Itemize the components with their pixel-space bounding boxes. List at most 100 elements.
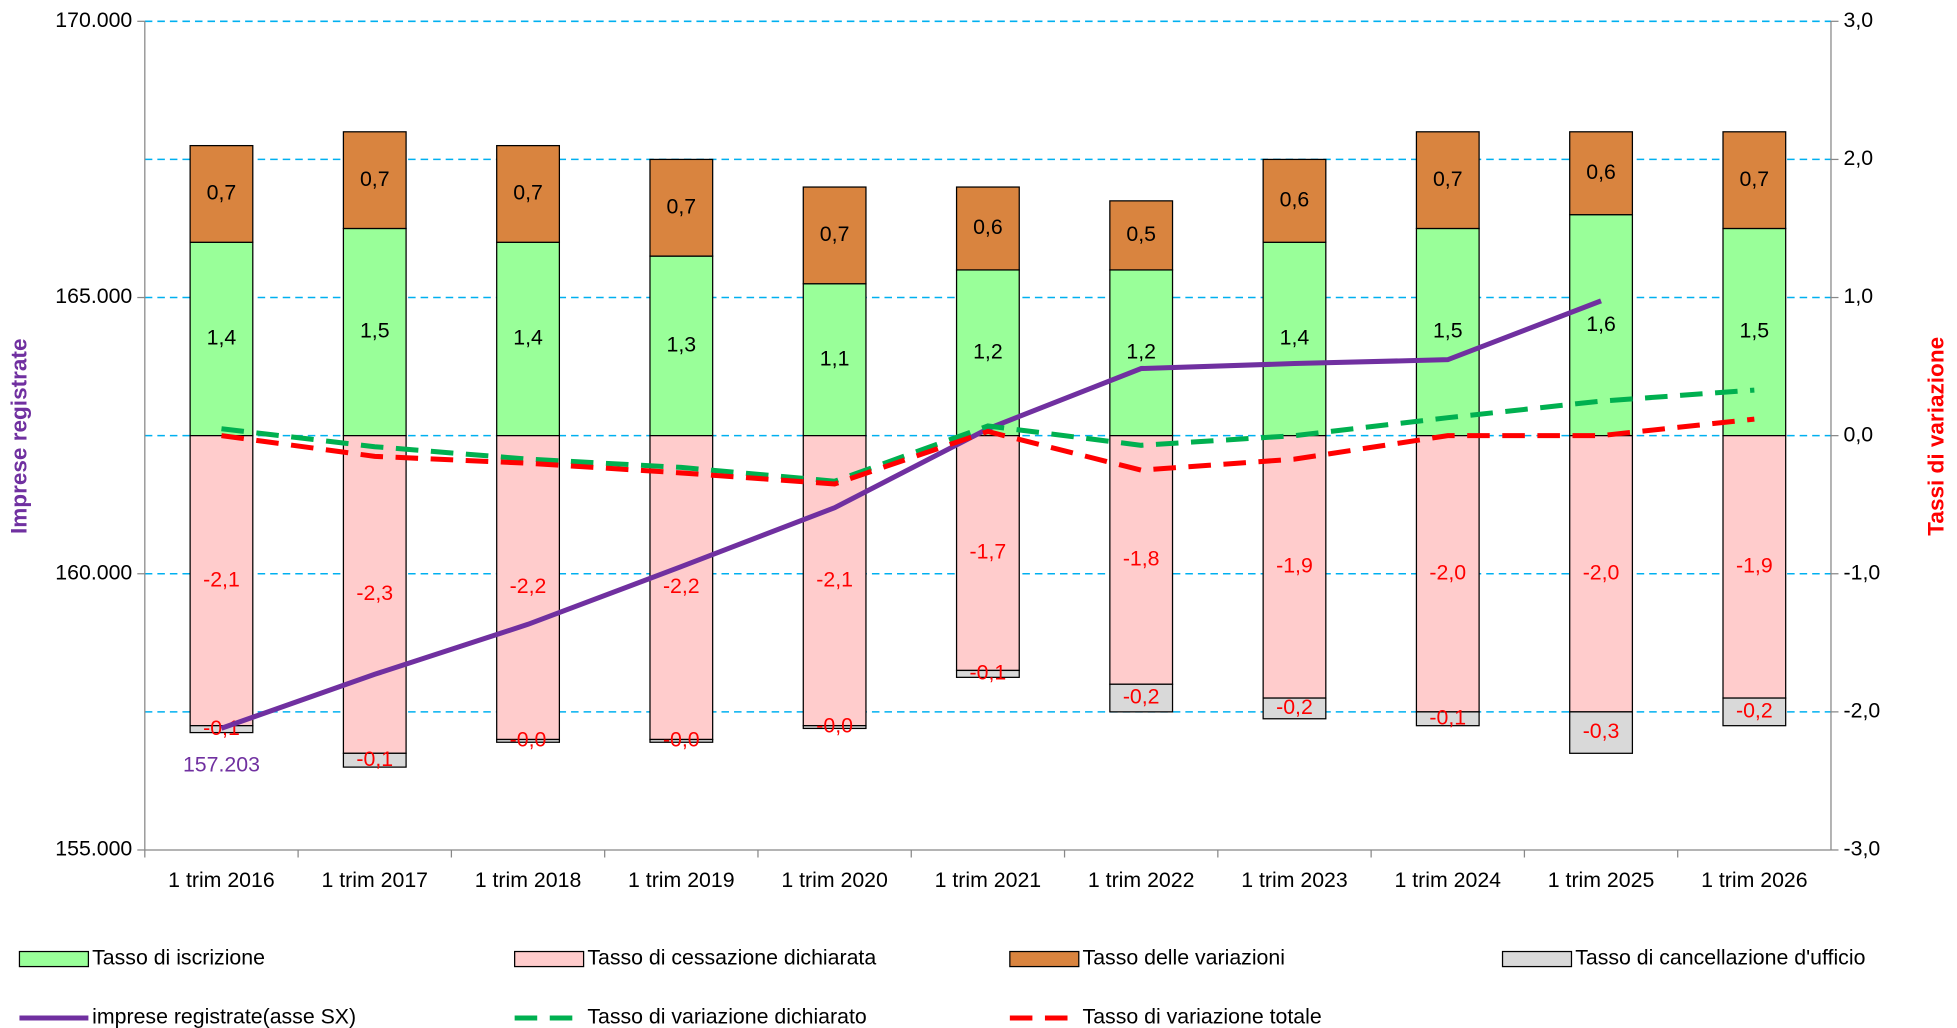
data-label: -2,3 [356,581,393,605]
x-tick-label: 1 trim 2018 [475,868,582,892]
data-label: -1,9 [1736,553,1773,577]
y2-tick-label: -2,0 [1844,698,1881,722]
y2-tick-label: -1,0 [1844,560,1881,584]
data-label: 1,4 [207,326,237,350]
bar [496,144,561,243]
bar [1262,697,1327,720]
x-tick-label: 1 trim 2024 [1394,868,1501,892]
data-label: 0,6 [1586,160,1616,184]
data-label: 157.203 [183,753,260,777]
data-label: -2,1 [203,567,240,591]
bar [1415,711,1480,727]
bar [649,738,714,743]
line [221,416,1755,487]
data-label: 0,7 [1433,167,1463,191]
x-tick-label: 1 trim 2019 [628,868,735,892]
y-axis-title: Imprese registrate [7,339,32,535]
data-label: 1,5 [360,319,390,343]
data-label: -0,2 [1276,695,1313,719]
x-tick-label: 1 trim 2021 [935,868,1042,892]
y2-tick-label: -3,0 [1844,837,1881,861]
bar [1569,131,1634,216]
data-label: 0,7 [207,181,237,205]
x-tick-label: 1 trim 2020 [781,868,888,892]
bar [189,241,254,437]
bar [1415,227,1480,437]
legend-label: Tasso di cessazione dichiarata [587,946,876,970]
data-label: 1,4 [1280,326,1310,350]
legend-swatch [514,950,585,968]
bar [1415,435,1480,713]
data-label: -1,9 [1276,553,1313,577]
data-label: 1,5 [1740,319,1770,343]
legend-label: imprese registrate(asse SX) [92,1005,356,1028]
bar [1722,227,1787,437]
bar [1722,131,1787,230]
bar [649,435,714,741]
data-label: 0,6 [973,215,1003,239]
bar [1415,131,1480,230]
bar [342,752,407,768]
x-tick-label: 1 trim 2023 [1241,868,1348,892]
data-label: 1,2 [973,339,1003,363]
x-tick-label: 1 trim 2016 [168,868,275,892]
bar [1262,435,1327,699]
bar [649,158,714,257]
data-label: -0,0 [663,727,700,751]
legend-swatch [1501,950,1573,968]
data-label: -1,7 [970,540,1007,564]
data-label: -2,2 [663,574,700,598]
x-tick-label: 1 trim 2017 [321,868,428,892]
data-label: 0,7 [667,194,697,218]
data-label: 1,6 [1586,312,1616,336]
data-label: 1,2 [1126,339,1156,363]
data-label: 0,7 [820,222,850,246]
data-label: 1,1 [820,346,850,370]
bar [1569,711,1634,754]
bar [342,227,407,437]
data-label: 1,5 [1433,319,1463,343]
bar [342,131,407,230]
bar [802,283,867,437]
legend-label: Tasso di variazione dichiarato [587,1005,866,1028]
data-label: 0,5 [1126,222,1156,246]
legend-label: Tasso di cancellazione d'ufficio [1575,946,1865,970]
data-label: -2,1 [816,567,853,591]
data-label: -2,0 [1429,560,1466,584]
bar [802,725,867,730]
data-label: -0,2 [1123,685,1160,709]
data-label: -1,8 [1123,547,1160,571]
y2-tick-label: 0,0 [1844,422,1874,446]
bar [802,186,867,285]
bar [1722,697,1787,727]
bar [1109,683,1174,713]
y2-tick-label: 2,0 [1844,146,1874,170]
data-label: 1,3 [667,332,697,356]
bar [496,738,561,743]
bar [1109,200,1174,271]
y2-axis-title: Tassi di variazione [1924,337,1949,536]
bar [189,435,254,727]
x-tick-label: 1 trim 2022 [1088,868,1195,892]
bar [1109,435,1174,685]
bar [1722,435,1787,699]
bar [1262,158,1327,243]
data-label: -0,1 [1429,705,1466,729]
y-tick-label: 160.000 [55,560,132,584]
legend-label: Tasso di variazione totale [1083,1005,1322,1028]
bar [1109,269,1174,437]
bar [649,255,714,437]
bar [189,144,254,243]
y-tick-label: 165.000 [55,284,132,308]
bar [955,669,1020,678]
bar [1262,241,1327,437]
legend-swatch [18,950,90,968]
data-label: -0,1 [356,747,393,771]
bar [955,186,1020,271]
data-label: -0,3 [1583,719,1620,743]
y2-tick-label: 1,0 [1844,284,1874,308]
x-tick-label: 1 trim 2025 [1548,868,1655,892]
y2-tick-label: 3,0 [1844,8,1874,32]
